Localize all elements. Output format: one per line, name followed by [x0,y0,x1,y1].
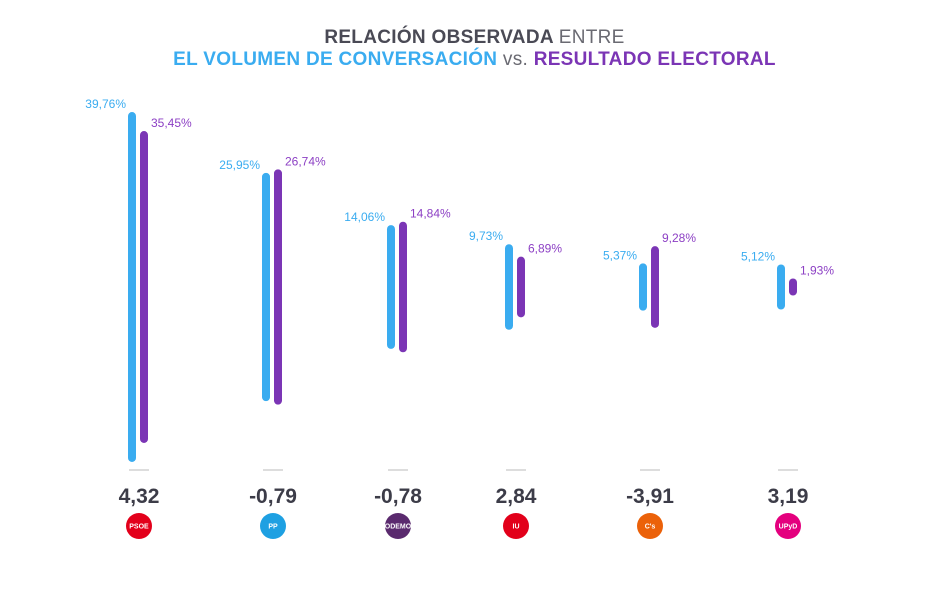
volume-label-ciudadanos: 5,37% [603,248,637,262]
party-logo-upyd [775,513,801,539]
chart-title-line1: RELACIÓN OBSERVADA ENTRE [0,27,949,49]
title-bold-part: RELACIÓN OBSERVADA [324,27,554,48]
party-logo-text-psoe: PSOE [129,524,149,531]
volume-bar-podemos [387,225,395,349]
difference-label-upyd: 3,19 [768,485,809,508]
volume-label-podemos: 14,06% [344,210,385,224]
title-vs-part: vs. [502,49,529,70]
difference-label-pp: -0,79 [249,485,297,508]
party-logo-text-ciudadanos: C's [645,524,656,531]
result-bar-upyd [789,278,797,296]
volume-label-pp: 25,95% [219,158,260,172]
result-label-ciudadanos: 9,28% [662,231,696,245]
party-logo-text-podemos: PODEMOS [380,524,416,531]
difference-label-podemos: -0,78 [374,485,422,508]
volume-label-upyd: 5,12% [741,249,775,263]
chart-title-line2: EL VOLUMEN DE CONVERSACIÓN vs. RESULTADO… [0,49,949,71]
party-logo-text-pp: PP [268,524,278,531]
volume-bar-upyd [777,264,785,310]
volume-bar-pp [262,172,270,402]
volume-bar-ciudadanos [639,263,647,311]
volume-bar-psoe [128,112,136,462]
result-bar-iu [517,256,525,318]
result-bar-podemos [399,221,407,353]
difference-label-psoe: 4,32 [119,485,160,508]
result-bar-pp [274,169,282,405]
difference-label-iu: 2,84 [496,485,537,508]
party-logo-text-upyd: UPyD [779,524,798,531]
party-logo-pp [260,513,286,539]
result-label-psoe: 35,45% [151,116,192,130]
result-label-upyd: 1,93% [800,264,834,278]
result-bar-ciudadanos [651,246,659,328]
title-result-part: RESULTADO ELECTORAL [533,49,776,70]
party-logo-iu [503,513,529,539]
result-bar-psoe [140,131,148,443]
result-label-iu: 6,89% [528,242,562,256]
difference-label-ciudadanos: -3,91 [626,485,674,508]
volume-bar-iu [505,244,513,330]
title-volume-part: EL VOLUMEN DE CONVERSACIÓN [173,49,498,70]
volume-label-psoe: 39,76% [85,97,126,111]
result-label-podemos: 14,84% [410,207,451,221]
title-light-part: ENTRE [558,27,625,48]
party-logo-ciudadanos [637,513,663,539]
party-logo-text-iu: IU [513,524,520,531]
volume-label-iu: 9,73% [469,229,503,243]
party-logo-psoe [126,513,152,539]
result-label-pp: 26,74% [285,154,326,168]
party-logo-podemos [385,513,411,539]
